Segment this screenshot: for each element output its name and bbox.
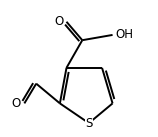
Text: OH: OH [115,28,133,41]
Text: O: O [55,15,64,28]
Text: O: O [11,97,20,110]
Text: S: S [85,117,93,130]
